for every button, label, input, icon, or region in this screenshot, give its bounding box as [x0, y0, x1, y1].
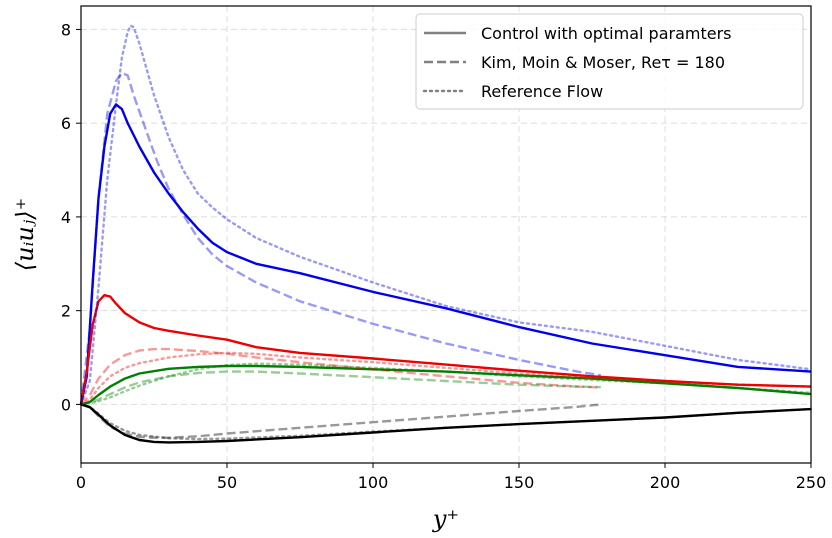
x-tick-label: 150: [504, 473, 535, 492]
y-tick-label: 6: [61, 114, 71, 133]
series-line-8: [79, 24, 813, 406]
series-line-11: [79, 403, 813, 441]
x-tick-label: 250: [796, 473, 827, 492]
x-tick-label: 100: [358, 473, 389, 492]
series-line-10: [79, 362, 813, 406]
x-tick-label: 0: [76, 473, 86, 492]
series-line-2: [80, 364, 812, 406]
y-tick-label: 2: [61, 302, 71, 321]
series-layer: [79, 24, 813, 444]
legend-label: Control with optimal paramters: [481, 24, 732, 43]
legend-label: Reference Flow: [481, 82, 603, 101]
y-tick-label: 4: [61, 208, 71, 227]
x-tick-label: 50: [217, 473, 237, 492]
plot-frame: [80, 5, 812, 464]
series-line-1: [79, 294, 812, 405]
series-line-9: [79, 351, 813, 406]
ticks: 0 50 100 150 200 250 0 2 4 6 8: [61, 20, 826, 492]
legend-label: Kim, Moin & Moser, Reτ = 180: [481, 53, 725, 72]
series-line-6: [80, 370, 601, 406]
legend-box: [415, 13, 804, 110]
y-tick-label: 8: [61, 20, 71, 39]
series-line-5: [80, 347, 601, 406]
series-line-0: [79, 103, 812, 405]
legend: Control with optimal paramters Kim, Moin …: [415, 13, 804, 110]
series-line-7: [80, 403, 601, 439]
x-axis-title: y⁺: [432, 505, 459, 533]
series-line-3: [80, 403, 812, 444]
series-line-4: [79, 71, 601, 405]
y-axis-title: ⟨uᵢuⱼ⟩⁺: [11, 198, 39, 271]
x-tick-label: 200: [650, 473, 681, 492]
y-tick-label: 0: [61, 395, 71, 414]
